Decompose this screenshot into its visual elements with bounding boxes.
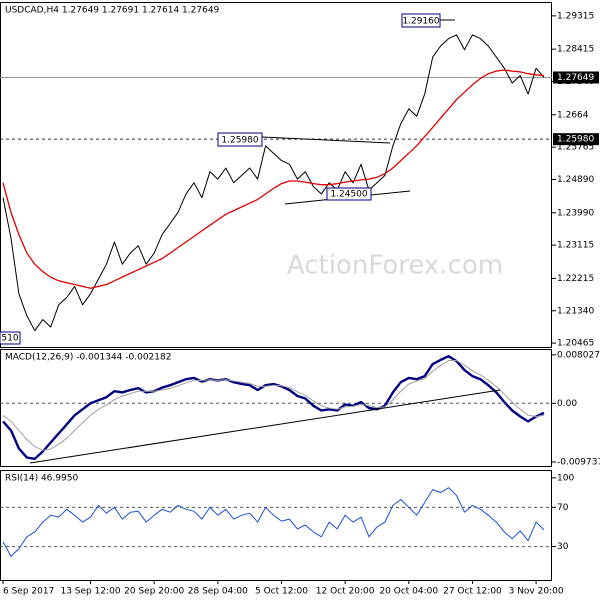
y-tick-label: 70 <box>557 503 569 513</box>
annotation-box <box>401 13 441 28</box>
y-tick-label: 1.20465 <box>557 339 594 349</box>
panel-title: USDCAD,H4 1.27649 1.27691 1.27614 1.2764… <box>5 6 220 16</box>
y-tick-label: 1.28415 <box>557 45 594 55</box>
series-line <box>2 360 545 451</box>
series-line <box>2 69 545 289</box>
y-tick-label: 0.00 <box>557 399 577 409</box>
x-tick-label: 5 Oct 12:00 <box>255 587 308 597</box>
annotation-box <box>326 187 372 201</box>
annotation: 1.24500 <box>330 190 367 200</box>
price-label: 1.25980 <box>557 135 594 145</box>
plots <box>0 2 552 581</box>
x-tick-label: 20 Sep 20:00 <box>124 587 184 597</box>
price-label: 1.27649 <box>557 73 594 83</box>
x-tick-label: 27 Oct 12:00 <box>443 587 502 597</box>
annotation: 510 <box>1 334 18 344</box>
y-tick-label: 1.29315 <box>557 11 594 21</box>
panel-frame <box>0 470 552 581</box>
price-label-box <box>553 71 599 84</box>
y-tick-label: 0.008027 <box>557 350 600 360</box>
x-tick-label: 6 Sep 2017 <box>3 587 54 597</box>
trend-line <box>29 389 501 464</box>
panel-frame <box>0 2 552 348</box>
y-tick-label: -0.009737 <box>557 458 600 468</box>
x-tick-label: 12 Oct 20:00 <box>316 587 375 597</box>
y-tick-label: 1.23990 <box>557 208 594 218</box>
panel-title: RSI(14) 46.9950 <box>5 474 78 484</box>
y-tick-label: 1.22215 <box>557 274 594 284</box>
y-tick-label: 1.21340 <box>557 306 594 316</box>
watermark: ActionForex.com <box>287 251 503 281</box>
panel-frame <box>0 349 552 467</box>
trend-line <box>261 136 391 144</box>
series-line <box>2 355 545 460</box>
panel-title: MACD(12,26,9) -0.001344 -0.002182 <box>5 353 171 363</box>
annotation: 1.25980 <box>221 136 258 146</box>
y-tick-label: 1.23115 <box>557 241 594 251</box>
annotation-box <box>217 132 263 147</box>
series-line <box>2 487 545 557</box>
y-tick-label: 1.24890 <box>557 175 594 185</box>
x-tick-label: 28 Sep 04:00 <box>188 587 248 597</box>
annotation-box <box>0 331 21 345</box>
y-tick-label: 100 <box>557 473 574 483</box>
series-line <box>2 34 545 332</box>
y-tick-label: 1.25765 <box>557 143 594 153</box>
annotation: 1.29160 <box>402 17 439 27</box>
x-tick-label: 13 Sep 12:00 <box>60 587 120 597</box>
x-tick-label: 3 Nov 20:00 <box>509 587 564 597</box>
y-tick-label: 30 <box>557 542 569 552</box>
y-tick-label: 1.2664 <box>557 110 589 120</box>
x-tick-label: 20 Oct 04:00 <box>379 587 438 597</box>
price-label-box <box>553 133 599 146</box>
